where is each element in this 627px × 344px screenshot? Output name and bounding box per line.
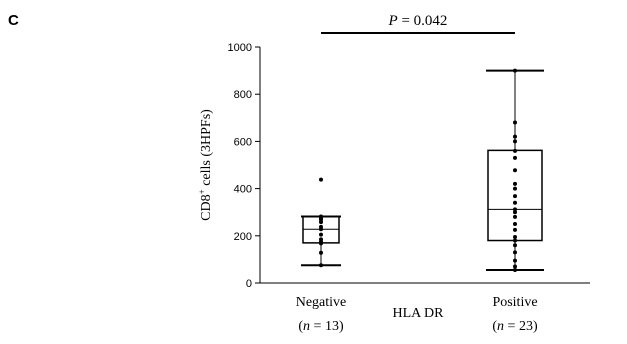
data-point — [513, 186, 517, 191]
data-point — [513, 168, 517, 173]
data-point — [513, 194, 517, 199]
data-point — [319, 250, 323, 255]
p-value-annotation: P = 0.042 — [388, 13, 448, 29]
data-point — [319, 214, 323, 219]
data-point — [513, 238, 517, 243]
data-point — [513, 134, 517, 139]
panel-letter: C — [8, 12, 19, 29]
group-count-label: (n = 23) — [492, 319, 538, 334]
data-point — [513, 200, 517, 205]
category-label: Negative — [296, 295, 347, 310]
data-point — [319, 237, 323, 242]
data-point — [513, 222, 517, 226]
data-point — [513, 264, 517, 269]
data-point — [513, 234, 517, 239]
data-point — [513, 214, 517, 219]
category-label: Positive — [492, 295, 537, 310]
group-count-label: (n = 13) — [298, 319, 344, 334]
y-tick-label: 800 — [234, 89, 252, 101]
y-axis-label: CD8+ cells (3HPFs) — [197, 109, 214, 221]
data-point — [513, 148, 517, 153]
data-point — [513, 181, 517, 186]
data-point — [513, 155, 517, 160]
y-tick-label: 0 — [246, 278, 252, 290]
x-axis-label: HLA DR — [393, 306, 445, 321]
data-point — [513, 250, 517, 255]
data-point — [513, 268, 517, 273]
data-point — [319, 263, 323, 268]
data-point — [513, 139, 517, 144]
data-point — [513, 258, 517, 263]
data-point — [513, 210, 517, 215]
data-point — [513, 227, 517, 232]
data-point — [513, 120, 517, 125]
y-tick-label: 200 — [234, 231, 252, 243]
data-point — [319, 224, 323, 229]
y-tick-label: 600 — [234, 136, 252, 148]
box-group-negative — [301, 177, 341, 268]
box-group-positive — [486, 68, 544, 273]
y-tick-label: 1000 — [228, 42, 252, 54]
data-point — [319, 232, 323, 237]
data-point — [513, 68, 517, 73]
data-point — [513, 243, 517, 248]
data-point — [319, 177, 323, 182]
y-tick-label: 400 — [234, 184, 252, 196]
data-point — [513, 207, 517, 212]
